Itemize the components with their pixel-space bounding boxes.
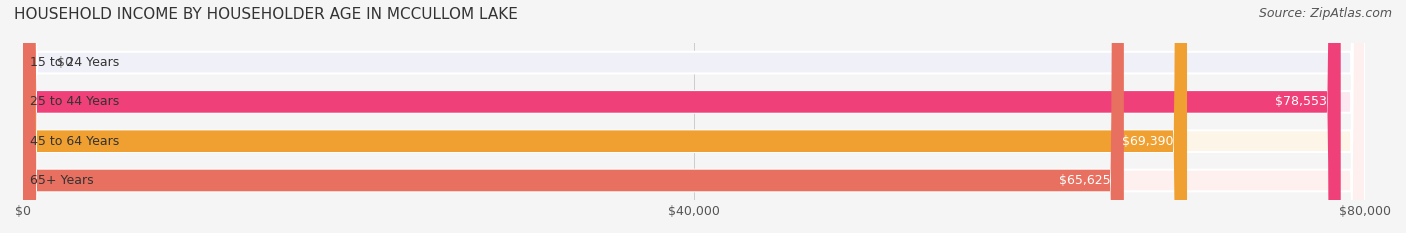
Text: 45 to 64 Years: 45 to 64 Years bbox=[30, 135, 120, 148]
Text: $69,390: $69,390 bbox=[1122, 135, 1174, 148]
Text: $65,625: $65,625 bbox=[1059, 174, 1111, 187]
Text: 15 to 24 Years: 15 to 24 Years bbox=[30, 56, 120, 69]
FancyBboxPatch shape bbox=[22, 0, 1187, 233]
Text: Source: ZipAtlas.com: Source: ZipAtlas.com bbox=[1258, 7, 1392, 20]
FancyBboxPatch shape bbox=[22, 0, 1123, 233]
FancyBboxPatch shape bbox=[22, 0, 1365, 233]
Text: $0: $0 bbox=[56, 56, 73, 69]
FancyBboxPatch shape bbox=[22, 0, 1365, 233]
FancyBboxPatch shape bbox=[22, 0, 1365, 233]
FancyBboxPatch shape bbox=[22, 0, 1365, 233]
Text: $78,553: $78,553 bbox=[1275, 95, 1327, 108]
Text: 65+ Years: 65+ Years bbox=[30, 174, 93, 187]
FancyBboxPatch shape bbox=[22, 0, 1341, 233]
Text: 25 to 44 Years: 25 to 44 Years bbox=[30, 95, 120, 108]
Text: HOUSEHOLD INCOME BY HOUSEHOLDER AGE IN MCCULLOM LAKE: HOUSEHOLD INCOME BY HOUSEHOLDER AGE IN M… bbox=[14, 7, 517, 22]
